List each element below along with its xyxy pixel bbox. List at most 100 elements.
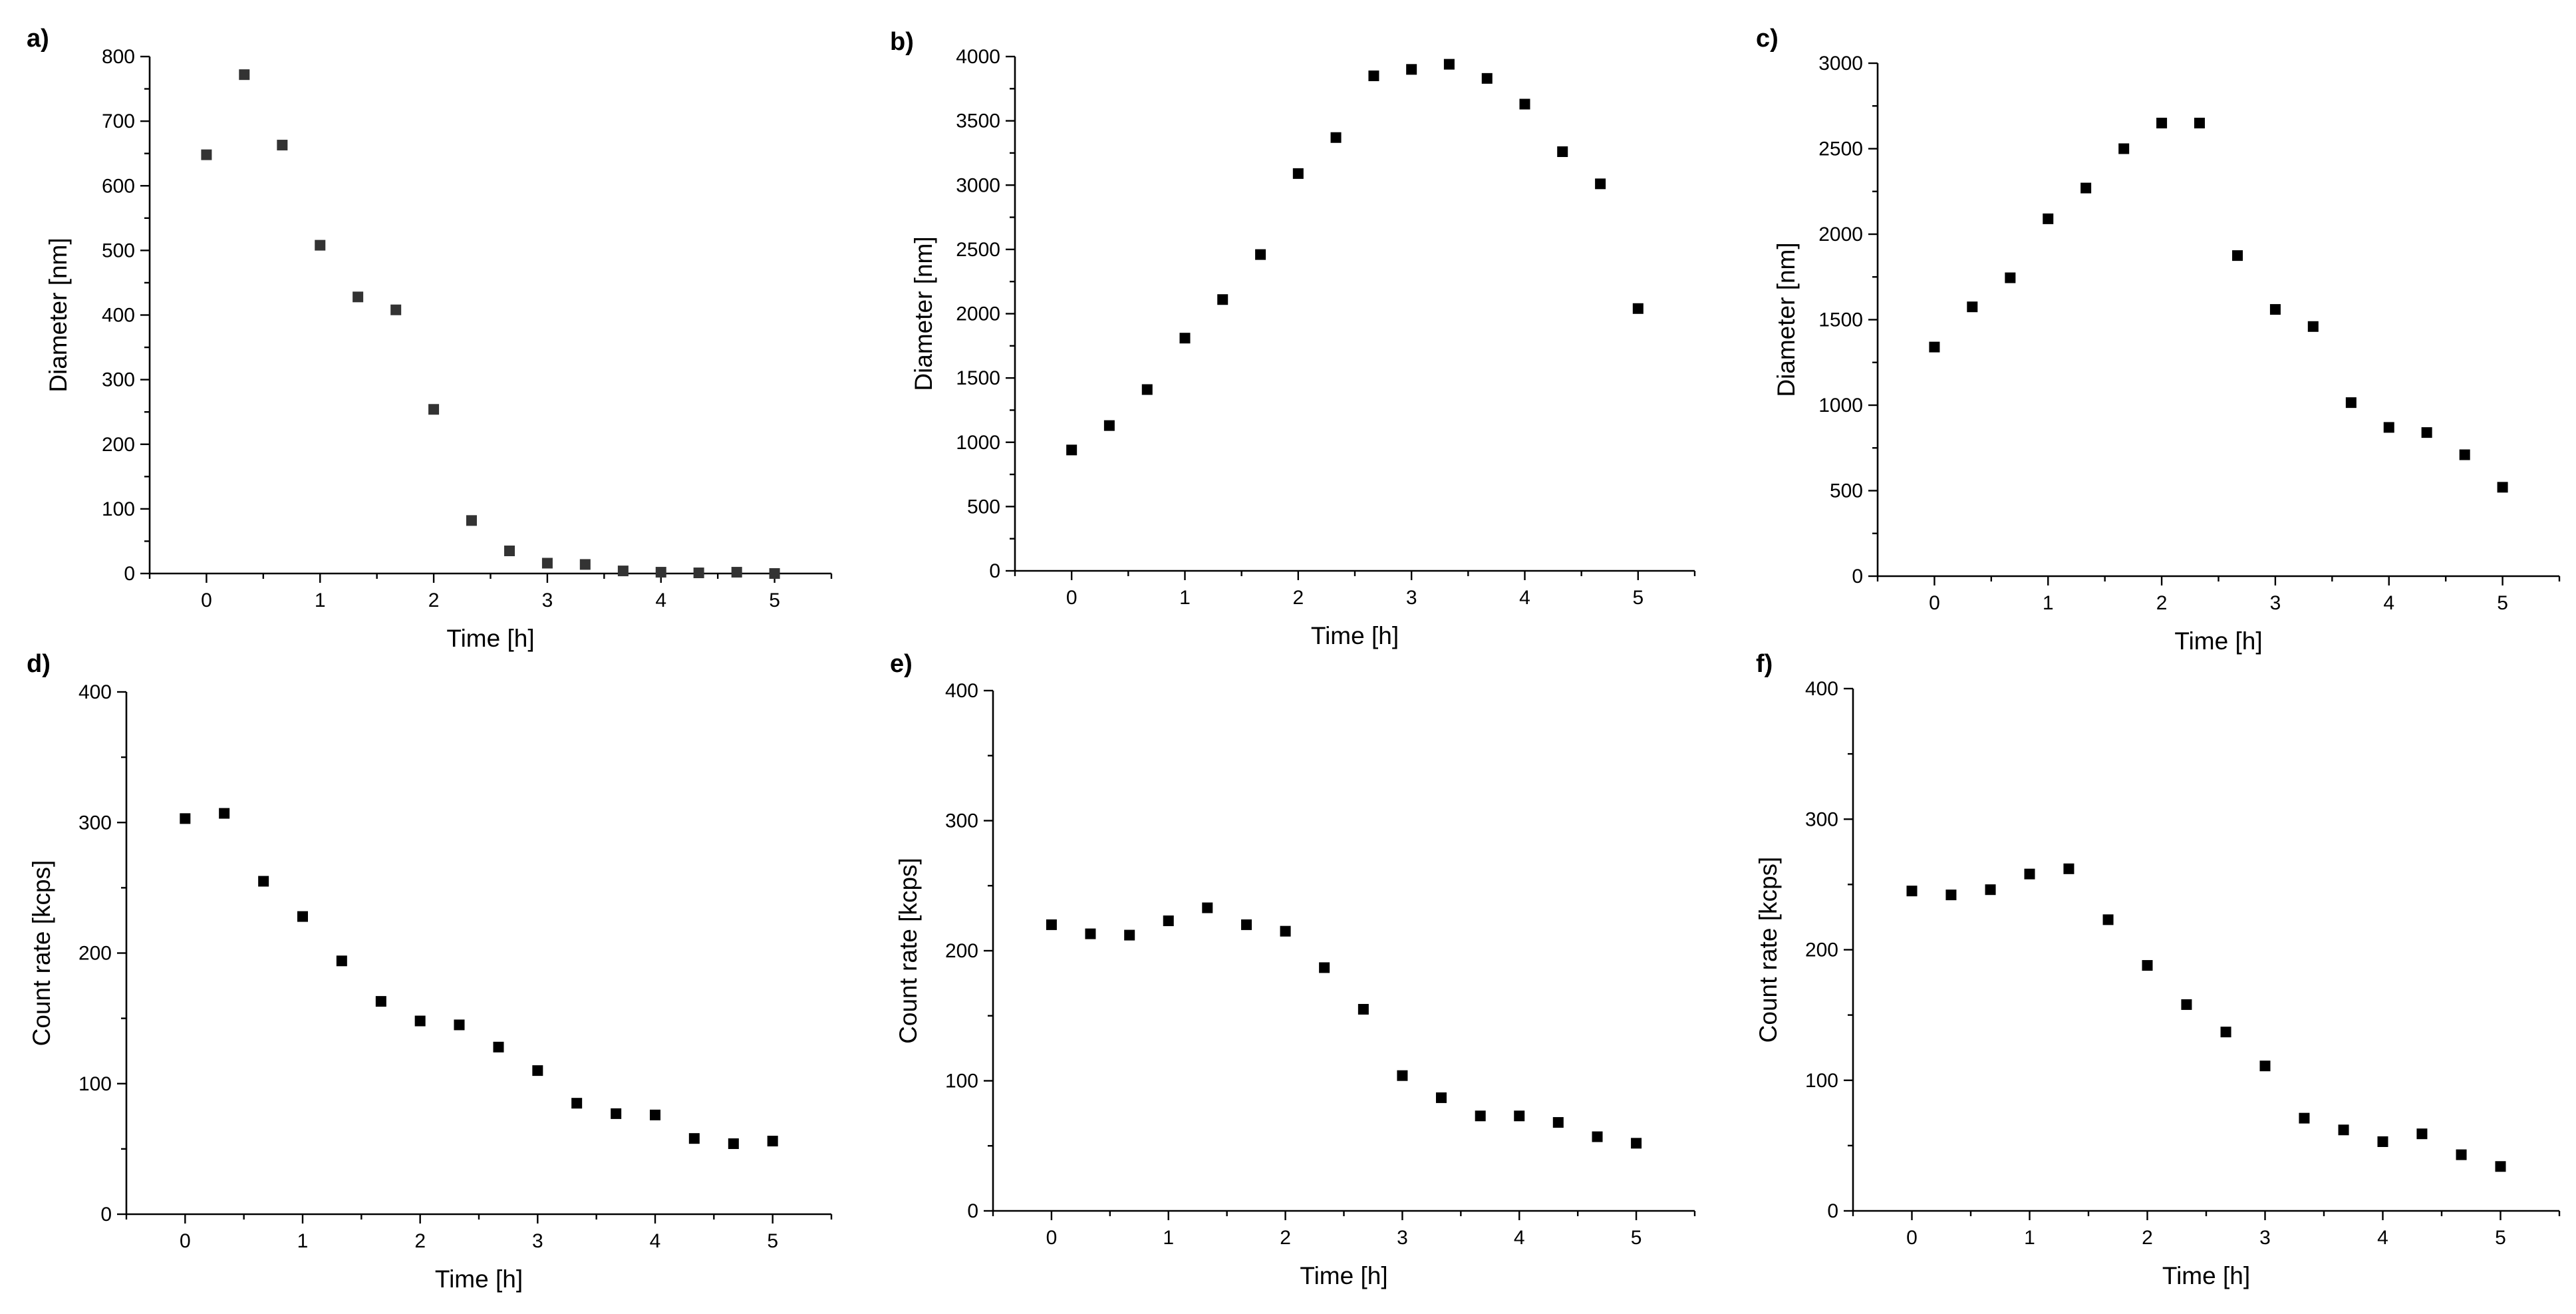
y-tick-label: 4000 [956, 46, 1000, 68]
y-tick-label: 100 [102, 498, 135, 520]
data-point [1202, 902, 1213, 913]
y-tick-label: 3500 [956, 110, 1000, 132]
data-point [1552, 1117, 1564, 1128]
y-axis-title: Diameter [nm] [45, 238, 72, 392]
y-tick-label: 200 [102, 434, 135, 456]
data-point [1217, 294, 1228, 305]
y-tick-label: 0 [1852, 566, 1863, 587]
data-point [541, 558, 553, 569]
data-point [1967, 301, 1978, 313]
y-tick-label: 0 [967, 1200, 978, 1222]
y-tick-label: 0 [100, 1204, 112, 1226]
data-point [1443, 59, 1455, 70]
y-tick-label: 400 [102, 305, 135, 327]
data-point [1481, 73, 1493, 84]
panel-label: f) [1756, 650, 1773, 678]
data-point [493, 1041, 504, 1053]
chart-panel-3: c) 0 1 2 3 4 5 0 500 1000 1500 2000 2500 3000 Time [h]… [1756, 25, 2561, 655]
x-tick-label: 0 [180, 1230, 191, 1252]
y-tick-label: 0 [989, 560, 1000, 582]
y-tick-label: 400 [78, 681, 112, 703]
y-tick-label: 700 [102, 110, 135, 132]
data-point [2416, 1128, 2428, 1140]
data-point [2156, 117, 2168, 128]
x-axis-title: Time [h] [1311, 622, 1399, 649]
y-tick-label: 1500 [1818, 309, 1863, 331]
x-tick-label: 2 [1292, 587, 1304, 609]
chart-panel-4: d) 0 1 2 3 4 5 0 100 200 300 400 Time [h] Count rate … [27, 650, 833, 1293]
data-point [2118, 143, 2130, 154]
data-point [277, 140, 288, 151]
data-point [2456, 1149, 2467, 1160]
x-tick-label: 3 [1397, 1227, 1408, 1249]
y-axis-title: Count rate [kcps] [895, 858, 922, 1044]
x-tick-label: 5 [2497, 592, 2508, 614]
data-point [1330, 132, 1342, 143]
y-axis-title: Count rate [kcps] [1755, 857, 1782, 1043]
data-point [1435, 1092, 1447, 1103]
data-point [1124, 929, 1135, 941]
x-tick-label: 2 [1280, 1227, 1291, 1249]
data-point [390, 304, 402, 315]
y-tick-label: 300 [945, 810, 978, 832]
data-point [2102, 914, 2114, 925]
data-point [1358, 1003, 1369, 1015]
x-tick-label: 3 [532, 1230, 543, 1252]
y-tick-label: 400 [945, 680, 978, 702]
data-point [617, 566, 629, 577]
y-tick-label: 1000 [956, 432, 1000, 454]
data-point [2338, 1124, 2349, 1136]
data-point [315, 240, 326, 251]
data-point [731, 567, 742, 578]
y-tick-label: 2000 [1818, 224, 1863, 246]
data-point [1319, 962, 1330, 973]
panel-label: c) [1756, 25, 1779, 53]
y-tick-label: 200 [78, 943, 112, 965]
x-tick-label: 5 [2495, 1227, 2506, 1249]
data-point [1632, 303, 1644, 314]
x-tick-label: 4 [2383, 592, 2394, 614]
data-point [414, 1015, 426, 1027]
data-point [2005, 272, 2016, 283]
data-point [504, 546, 515, 557]
data-point [2377, 1136, 2388, 1147]
data-point [336, 955, 347, 967]
data-point [571, 1098, 583, 1109]
panel-label: d) [27, 650, 51, 678]
x-tick-label: 1 [315, 589, 326, 611]
data-point [1475, 1110, 1486, 1122]
x-tick-label: 1 [2043, 592, 2054, 614]
data-point [2421, 427, 2432, 438]
data-point [375, 996, 386, 1007]
data-point [769, 568, 780, 579]
data-point [1985, 884, 1996, 896]
data-point [2259, 1061, 2271, 1072]
data-point [2299, 1112, 2310, 1124]
panel-label: e) [890, 650, 913, 678]
data-point [688, 1133, 700, 1144]
data-point [258, 876, 269, 887]
y-tick-label: 3000 [1818, 53, 1863, 75]
x-tick-label: 4 [1514, 1227, 1525, 1249]
data-point [219, 808, 230, 819]
y-tick-label: 500 [967, 496, 1000, 518]
x-tick-label: 2 [2156, 592, 2168, 614]
data-point [2063, 863, 2075, 874]
x-tick-label: 5 [1632, 587, 1644, 609]
data-point [297, 911, 308, 922]
data-point [579, 559, 591, 570]
y-tick-label: 3000 [956, 174, 1000, 196]
data-point [1066, 444, 1077, 456]
x-tick-label: 4 [655, 589, 666, 611]
data-point [2307, 321, 2319, 332]
x-tick-label: 0 [1046, 1227, 1058, 1249]
y-tick-label: 400 [1805, 678, 1838, 700]
data-point [1141, 384, 1153, 395]
x-axis-title: Time [h] [435, 1265, 523, 1293]
data-point [1557, 146, 1568, 158]
chart-panel-5: e) 0 1 2 3 4 5 0 100 200 300 400 Time [h] Count rate … [890, 650, 1696, 1289]
data-point [1945, 890, 1957, 901]
data-point [1046, 919, 1057, 930]
y-tick-label: 1500 [956, 367, 1000, 389]
